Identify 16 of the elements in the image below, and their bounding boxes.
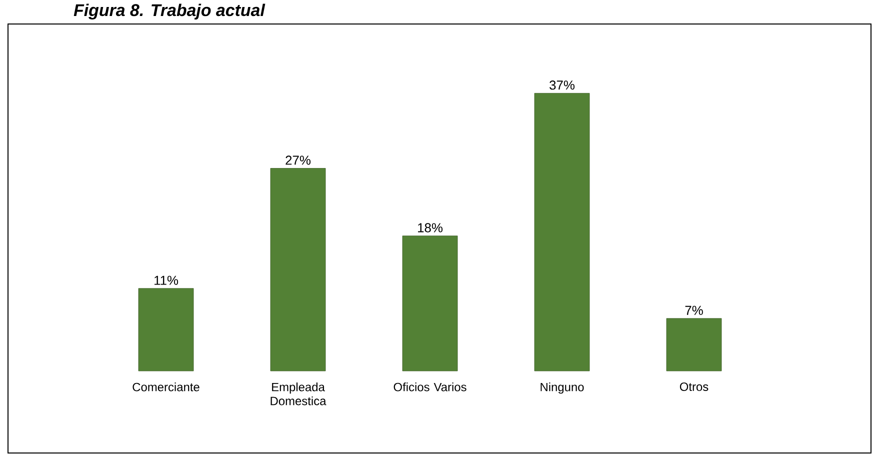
data-label: 37% — [550, 80, 575, 90]
bar — [138, 288, 194, 372]
bar — [666, 318, 722, 372]
data-label: 11% — [154, 276, 178, 285]
x-tick-label: Comerciante — [132, 382, 200, 392]
chart-title: Figura 8. Trabajo actual — [74, 4, 266, 20]
x-tick-label: Otros — [680, 382, 708, 391]
data-label: 7% — [685, 306, 703, 315]
data-label: 18% — [418, 223, 443, 232]
x-tick-label: Oficios Varios — [394, 382, 466, 392]
data-label: 27% — [286, 156, 311, 165]
bar — [402, 236, 458, 372]
bar — [270, 168, 326, 372]
bar — [534, 93, 590, 372]
x-tick-label: Empleada Domestica — [270, 382, 326, 406]
x-tick-label: Ninguno — [540, 382, 584, 394]
